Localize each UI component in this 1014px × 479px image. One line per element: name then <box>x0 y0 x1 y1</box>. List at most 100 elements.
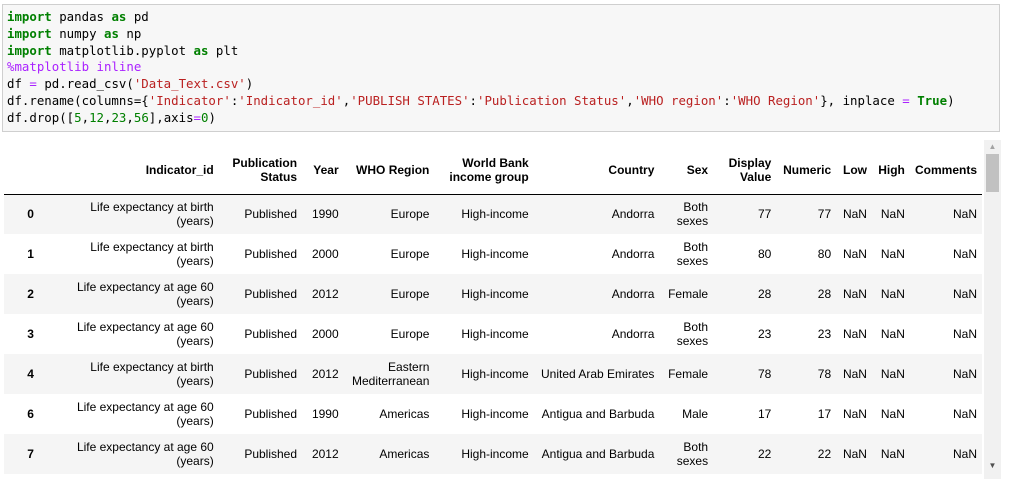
table-cell: Male <box>682 407 709 421</box>
code-line: import matplotlib.pyplot as plt <box>7 43 999 60</box>
code-token: 'WHO Region' <box>730 92 821 108</box>
column-header: Numeric <box>776 146 837 195</box>
table-cell: Life expectancy at age 60 (years) <box>76 400 214 428</box>
table-cell: High-income <box>461 287 529 301</box>
code-token: as <box>111 9 127 24</box>
table-cell: Europe <box>390 327 430 341</box>
index-header <box>4 146 58 195</box>
table-row: 1 Life expectancy at birth (years) Publish… <box>4 234 982 274</box>
table-cell: Europe <box>390 247 430 261</box>
code-token: pd.read_csv( <box>36 76 134 92</box>
code-token: 'Indicator_id' <box>238 92 343 108</box>
code-token: import <box>7 42 52 58</box>
table-cell: Published <box>244 447 298 461</box>
table-cell: NaN <box>842 287 867 301</box>
table-row: 4 Life expectancy at birth (years) Publish… <box>4 354 982 394</box>
row-index: 2 <box>27 287 34 301</box>
column-header: Low <box>836 146 872 195</box>
code-token: , <box>126 109 134 125</box>
table-cell: Andorra <box>611 247 655 261</box>
table-cell: Life expectancy at birth (years) <box>90 200 214 229</box>
table-cell: Life expectancy at age 60 (years) <box>76 440 214 468</box>
table-cell: Both sexes <box>676 200 709 229</box>
table-cell: High-income <box>461 447 529 461</box>
table-cell: 23 <box>817 327 832 341</box>
table-header-row: Indicator_id Publication Status Year WHO Re… <box>4 146 982 195</box>
column-header: Comments <box>909 146 982 195</box>
code-token: import <box>7 25 52 41</box>
table-row: 0 Life expectancy at birth (years) Publish… <box>4 194 982 234</box>
table-cell: High-income <box>461 247 529 261</box>
code-token: 'Publication Status' <box>477 92 627 108</box>
column-header: Year <box>302 146 344 195</box>
scroll-up-arrow-icon[interactable]: ▲ <box>988 142 997 151</box>
column-header: High <box>871 146 910 195</box>
output-area: Indicator_id Publication Status Year WHO Re… <box>4 146 982 479</box>
table-cell: Andorra <box>611 327 655 341</box>
table-cell: Life expectancy at birth (years) <box>90 360 214 388</box>
table-cell: Europe <box>390 207 430 222</box>
table-cell: 2000 <box>311 247 339 261</box>
table-cell: Both sexes <box>676 440 709 468</box>
row-index: 6 <box>27 407 34 421</box>
code-token: matplotlib.pyplot <box>51 42 194 58</box>
table-cell: NaN <box>880 367 905 381</box>
code-token: , <box>342 92 351 108</box>
table-cell: 17 <box>817 407 832 421</box>
column-header: World Bank income group <box>434 146 534 195</box>
column-header: Sex <box>659 146 714 195</box>
code-line: import numpy as np <box>7 26 999 43</box>
code-token: , <box>626 92 634 108</box>
table-row: 7 Life expectancy at age 60 (years) Publis… <box>4 434 982 474</box>
table-cell: United Arab Emirates <box>541 367 655 381</box>
column-header: Country <box>533 146 660 195</box>
code-token: 'Indicator' <box>148 92 231 108</box>
code-token: ) <box>208 109 216 125</box>
table-cell: 1990 <box>311 407 339 421</box>
code-token: 23 <box>111 109 127 125</box>
scroll-thumb[interactable] <box>986 154 999 192</box>
table-cell: High-income <box>461 367 529 381</box>
code-cell-input[interactable]: import pandas as pd import numpy as np imp… <box>2 4 1000 132</box>
table-cell: Antigua and Barbuda <box>541 447 655 461</box>
table-cell: Published <box>244 407 298 421</box>
code-token: df <box>7 76 30 92</box>
table-cell: Life expectancy at birth (years) <box>90 240 214 268</box>
table-cell: Eastern Mediterranean <box>351 360 430 388</box>
code-token: pd <box>126 9 149 24</box>
code-token: 5 <box>74 109 82 125</box>
code-token: : <box>230 92 239 108</box>
table-cell: NaN <box>952 287 977 301</box>
table-cell: 80 <box>757 247 772 261</box>
code-token: ) <box>245 76 254 92</box>
vertical-scrollbar[interactable]: ▲ ▼ <box>984 140 1001 479</box>
table-cell: Both sexes <box>676 240 709 268</box>
table-cell: NaN <box>880 247 905 261</box>
table-cell: 22 <box>757 447 772 461</box>
code-token: pandas <box>51 9 112 24</box>
code-token: = <box>902 92 910 108</box>
scroll-down-arrow-icon[interactable]: ▼ <box>988 461 997 470</box>
table-cell: High-income <box>461 407 529 421</box>
code-token: 56 <box>133 109 149 125</box>
code-token: np <box>118 25 142 41</box>
code-token: %matplotlib inline <box>7 59 142 75</box>
code-token: 'WHO region' <box>633 92 724 108</box>
code-token: as <box>103 25 119 41</box>
table-cell: NaN <box>952 207 977 222</box>
table-cell: Female <box>668 287 709 301</box>
column-header: Display Value <box>713 146 777 195</box>
row-index: 1 <box>27 247 34 261</box>
table-cell: NaN <box>842 247 867 261</box>
column-header: Publication Status <box>218 146 303 195</box>
code-token: import <box>7 9 52 24</box>
code-token: ) <box>947 92 955 108</box>
code-token: , <box>104 109 112 125</box>
table-cell: Female <box>668 367 709 381</box>
code-line: df = pd.read_csv('Data_Text.csv') <box>7 76 999 93</box>
code-token: : <box>469 92 478 108</box>
table-cell: 17 <box>757 407 772 421</box>
table-cell: 23 <box>757 327 772 341</box>
table-cell: Published <box>244 247 298 261</box>
table-cell: NaN <box>952 447 977 461</box>
